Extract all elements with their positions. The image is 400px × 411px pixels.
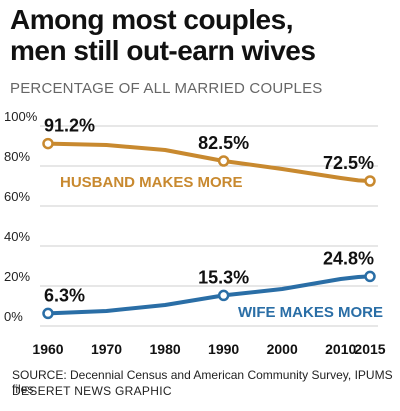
x-tick-label: 2015 (354, 341, 385, 357)
series-label-wife: WIFE MAKES MORE (238, 304, 383, 321)
x-tick-label: 1980 (150, 341, 181, 357)
y-tick-label: 100% (4, 109, 38, 124)
data-label: 72.5% (323, 153, 374, 173)
data-point-marker (217, 155, 230, 167)
x-tick-label: 1990 (208, 341, 239, 357)
y-tick-label: 60% (4, 189, 30, 204)
title-line-1: Among most couples, (10, 4, 293, 35)
x-tick-label: 2010 (325, 341, 356, 357)
data-point-marker (42, 307, 54, 320)
data-label: 6.3% (44, 285, 85, 305)
y-tick-label: 80% (4, 149, 30, 164)
series-line-wife (46, 274, 372, 316)
data-label: 24.8% (323, 248, 374, 268)
data-label: 82.5% (198, 133, 249, 153)
x-tick-label: 2000 (267, 341, 298, 357)
y-tick-label: 40% (4, 229, 30, 244)
data-point-marker (42, 137, 54, 150)
data-label: 91.2% (44, 116, 95, 136)
series-label-husband: HUSBAND MAKES MORE (60, 174, 243, 191)
y-tick-label: 20% (4, 269, 30, 284)
x-tick-label: 1960 (32, 341, 63, 357)
data-point-marker (364, 270, 376, 283)
series-line-husband (46, 141, 372, 183)
chart-subtitle: PERCENTAGE OF ALL MARRIED COUPLES (10, 80, 323, 97)
x-tick-label: 1970 (91, 341, 122, 357)
chart-title: Among most couples, men still out-earn w… (10, 4, 395, 66)
graphic-credit: DESERET NEWS GRAPHIC (12, 384, 172, 398)
data-label: 15.3% (198, 267, 249, 287)
data-point-marker (217, 289, 230, 302)
title-line-2: men still out-earn wives (10, 35, 316, 66)
y-tick-label: 0% (4, 309, 23, 324)
data-point-marker (364, 175, 376, 187)
source-note: SOURCE: Decennial Census and American Co… (12, 368, 393, 396)
